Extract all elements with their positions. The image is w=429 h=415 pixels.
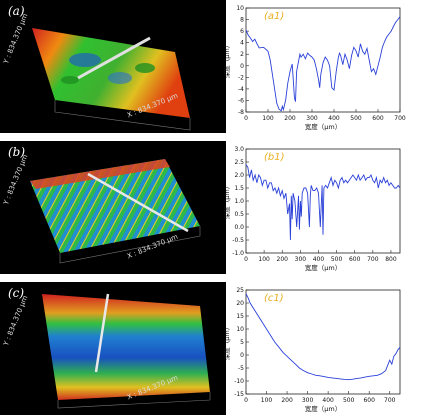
- profile-plot-c1: 0 100 200 300 400 500 600 700 -15 -10 -5 0 5 10 15 20 25…: [222, 282, 429, 415]
- y-tick-label: 10: [236, 326, 244, 333]
- y-axis-title: 深度（μm）: [222, 324, 231, 360]
- chart-a1: 0 100 200 300 400 500 600 700 -8 -6 -4 -2 0 2 4 6 8 10 宽度（…: [222, 5, 406, 131]
- x-tick-label: 400: [313, 256, 325, 263]
- y-tick-label: 10: [236, 5, 244, 12]
- y-axis-title: 深度（μm）: [222, 42, 231, 78]
- x-tick-label: 500: [350, 115, 362, 122]
- chart-c1: 0 100 200 300 400 500 600 700 -15 -10 -5 0 5 10 15 20 25…: [222, 287, 401, 413]
- profile-line-c: [94, 293, 110, 373]
- x-tick-label: 0: [244, 256, 248, 263]
- x-tick-label: 300: [302, 397, 314, 404]
- chart-title: (b1): [264, 152, 285, 163]
- surface-c: [42, 294, 210, 400]
- profile-series-line: [245, 164, 401, 241]
- plot-frame: [245, 7, 401, 113]
- y-tick-label: 0: [240, 352, 244, 359]
- surface-a: [32, 28, 190, 118]
- chart-title: (a1): [264, 11, 284, 22]
- profile-plot-a1: 0 100 200 300 400 500 600 700 -8 -6 -4 -2 0 2 4 6 8 10 宽度（…: [222, 0, 429, 133]
- x-tick-label: 600: [349, 256, 361, 263]
- y-tick-label: 20: [236, 300, 244, 307]
- y-tick-label: 1.5: [234, 185, 244, 192]
- plot-frame: [245, 289, 401, 395]
- surface-graphic-a: [32, 28, 191, 131]
- y-tick-label: 2: [240, 51, 244, 58]
- chart-b1: 0 100 200 300 400 500 600 700 800 -1.0 -0.5 0.0 0.5 1…: [222, 146, 401, 272]
- profile-series-line: [245, 293, 401, 381]
- y-tick-label: -5: [238, 365, 244, 372]
- y-tick-label: 4: [240, 40, 244, 47]
- profile-plot-b1: 0 100 200 300 400 500 600 700 800 -1.0 -0.5 0.0 0.5 1…: [222, 141, 429, 274]
- x-tick-label: 800: [385, 256, 397, 263]
- panel-tag-c: (c): [8, 286, 25, 300]
- panel-tag-a: (a): [8, 4, 25, 18]
- profile-series-line: [245, 16, 401, 112]
- x-tick-label: 0: [244, 397, 248, 404]
- x-axis-title: 宽度（μm）: [305, 122, 341, 131]
- y-tick-label: 0: [240, 63, 244, 70]
- x-tick-label: 0: [244, 115, 248, 122]
- x-tick-label: 500: [343, 397, 355, 404]
- surface-panel-c: (c) Y : 834.370 μm X : 834.370 μm: [0, 282, 226, 415]
- x-tick-label: 100: [262, 115, 274, 122]
- x-tick-label: 200: [277, 256, 289, 263]
- x-tick-label: 200: [281, 397, 293, 404]
- x-tick-label: 600: [363, 397, 375, 404]
- x-tick-label: 700: [394, 115, 406, 122]
- x-tick-label: 400: [322, 397, 334, 404]
- y-tick-label: 6: [240, 28, 244, 35]
- x-tick-label: 400: [328, 115, 340, 122]
- x-tick-label: 500: [331, 256, 343, 263]
- y-tick-label: 8: [240, 17, 244, 24]
- y-tick-label: 0.5: [234, 211, 244, 218]
- y-tick-label: 0.0: [234, 224, 244, 231]
- y-tick-label: 2.5: [234, 159, 244, 166]
- x-tick-label: 700: [367, 256, 379, 263]
- y-tick-label: 15: [236, 313, 244, 320]
- x-tick-label: 600: [372, 115, 384, 122]
- y-tick-label: -1.0: [232, 250, 244, 257]
- y-tick-label: 1.0: [234, 198, 244, 205]
- profile-line-a: [77, 36, 151, 80]
- x-axis-title: 宽度（μm）: [305, 404, 341, 413]
- chart-title: (c1): [264, 293, 284, 304]
- y-tick-label: 5: [240, 339, 244, 346]
- x-tick-label: 200: [284, 115, 296, 122]
- x-tick-label: 300: [306, 115, 318, 122]
- y-tick-label: -15: [234, 391, 244, 398]
- y-tick-label: -2: [238, 74, 244, 81]
- profile-line-b: [87, 172, 189, 233]
- x-tick-label: 700: [384, 397, 396, 404]
- y-tick-label: -6: [238, 97, 244, 104]
- y-tick-label: -8: [238, 109, 244, 116]
- plot-frame: [245, 148, 401, 254]
- x-tick-label: 100: [261, 397, 273, 404]
- x-axis-title: 宽度（μm）: [305, 263, 341, 272]
- panel-tag-b: (b): [8, 145, 26, 159]
- x-tick-label: 300: [295, 256, 307, 263]
- y-tick-label: 3.0: [234, 146, 244, 153]
- x-tick-label: 100: [258, 256, 270, 263]
- y-tick-label: -0.5: [232, 237, 244, 244]
- surface-graphic-b: [30, 159, 201, 264]
- y-tick-label: -4: [238, 86, 244, 93]
- y-tick-label: 2.0: [234, 172, 244, 179]
- surface-graphic-c: [42, 293, 211, 409]
- y-tick-label: -10: [234, 378, 244, 385]
- y-axis-title: 深度（μm）: [222, 183, 231, 219]
- surface-panel-b: (b) Y : 834.370 μm X : 834.370 μm: [0, 141, 226, 274]
- y-tick-label: 25: [236, 287, 244, 294]
- surface-panel-a: (a) Y : 834.370 μm X : 834.370 μm: [0, 0, 226, 133]
